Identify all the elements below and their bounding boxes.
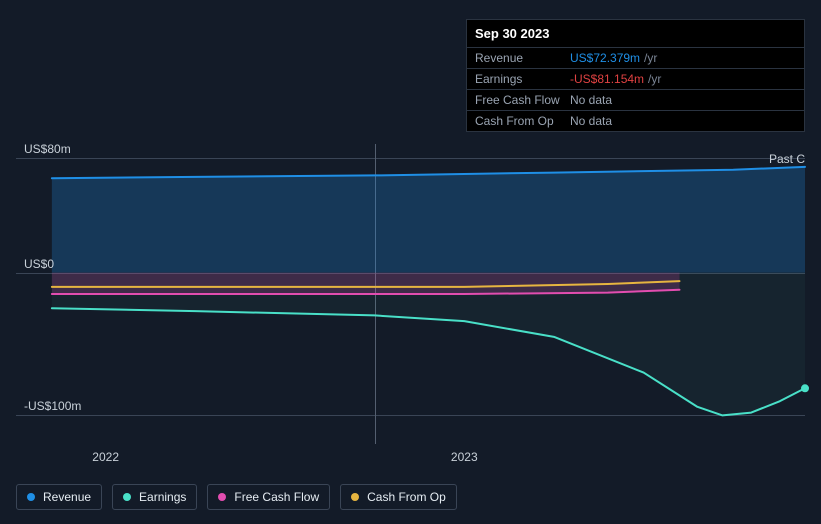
legend-item[interactable]: Free Cash Flow: [207, 484, 330, 510]
legend: Revenue Earnings Free Cash Flow Cash From O…: [16, 484, 457, 510]
financials-chart: Sep 30 2023 RevenueUS$72.379m/yrEarnings…: [0, 0, 821, 524]
tooltip-unit: /yr: [644, 51, 657, 65]
legend-swatch: [123, 493, 131, 501]
x-axis-label: 2022: [92, 450, 119, 464]
series-area: [52, 167, 805, 273]
legend-swatch: [27, 493, 35, 501]
tooltip-unit: /yr: [648, 72, 661, 86]
legend-item[interactable]: Cash From Op: [340, 484, 457, 510]
tooltip-value: No data: [570, 114, 612, 128]
tooltip-key: Cash From Op: [475, 114, 570, 128]
legend-label: Free Cash Flow: [234, 490, 319, 504]
legend-label: Revenue: [43, 490, 91, 504]
series-area: [52, 273, 680, 294]
y-axis-label: US$0: [24, 257, 54, 273]
legend-swatch: [351, 493, 359, 501]
plot-area[interactable]: US$80m US$0 -US$100m Past C: [16, 144, 805, 444]
y-axis-label: -US$100m: [24, 399, 81, 415]
legend-label: Cash From Op: [367, 490, 446, 504]
x-axis: 2022 2023: [16, 450, 805, 468]
y-axis-label: US$80m: [24, 142, 71, 158]
tooltip-row: RevenueUS$72.379m/yr: [467, 47, 804, 68]
tooltip-rows: RevenueUS$72.379m/yrEarnings-US$81.154m/…: [467, 47, 804, 131]
tooltip-row: Earnings-US$81.154m/yr: [467, 68, 804, 89]
plot-svg: [16, 144, 805, 444]
tooltip-key: Free Cash Flow: [475, 93, 570, 107]
legend-swatch: [218, 493, 226, 501]
tooltip-key: Earnings: [475, 72, 570, 86]
tooltip-key: Revenue: [475, 51, 570, 65]
x-axis-label: 2023: [451, 450, 478, 464]
past-label: Past C: [769, 152, 805, 166]
tooltip-date: Sep 30 2023: [467, 20, 804, 47]
legend-item[interactable]: Revenue: [16, 484, 102, 510]
series-end-marker: [801, 384, 809, 392]
tooltip-value: No data: [570, 93, 612, 107]
tooltip-row: Cash From OpNo data: [467, 110, 804, 131]
legend-item[interactable]: Earnings: [112, 484, 197, 510]
tooltip-value: US$72.379m: [570, 51, 640, 65]
tooltip-value: -US$81.154m: [570, 72, 644, 86]
tooltip-row: Free Cash FlowNo data: [467, 89, 804, 110]
legend-label: Earnings: [139, 490, 186, 504]
chart-tooltip: Sep 30 2023 RevenueUS$72.379m/yrEarnings…: [466, 19, 805, 132]
